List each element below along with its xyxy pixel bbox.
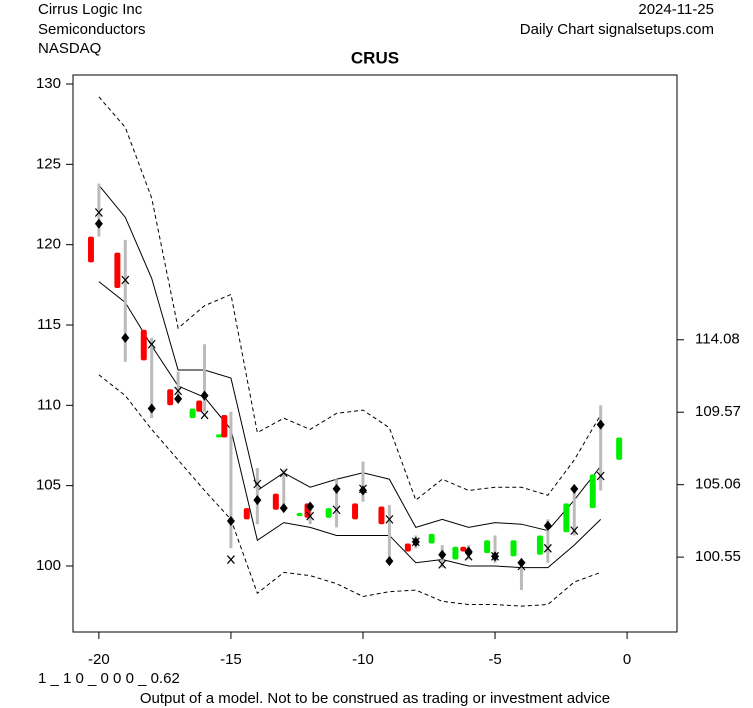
cross-marker [464, 551, 473, 561]
candle [484, 540, 491, 554]
candle [404, 543, 411, 552]
cross-marker [359, 484, 367, 494]
y-tick-label: 130 [36, 75, 61, 92]
cross-marker [306, 511, 315, 521]
cross-marker [147, 339, 156, 349]
y-tick-label: 100 [36, 557, 61, 574]
diamond-marker [174, 393, 183, 404]
model-code: 1 _ 1 0 _ 0 0 0 _ 0.62 [38, 670, 180, 687]
candle [221, 414, 228, 438]
candle [352, 503, 359, 520]
diamond-marker [438, 549, 447, 560]
cross-marker [200, 410, 209, 420]
candle [563, 503, 570, 533]
band-line [98, 374, 601, 607]
cross-marker [596, 471, 605, 481]
cross-marker [226, 555, 235, 564]
candle [616, 437, 623, 460]
y2-tick-label: 114.08 [695, 331, 740, 348]
candle [216, 434, 223, 438]
band-line [98, 96, 602, 501]
company: Cirrus Logic Inc [38, 1, 143, 18]
chart-title: CRUS [351, 48, 399, 67]
cross-marker [332, 505, 341, 515]
candle [536, 535, 543, 555]
diamond-marker [279, 503, 288, 514]
date: 2024-11-25 [638, 1, 714, 18]
diamond-marker [596, 419, 605, 430]
cross-marker [570, 526, 579, 536]
x-tick-label: -20 [88, 651, 110, 668]
candle [167, 389, 174, 406]
band-line [98, 184, 602, 532]
sector: Semiconductors [38, 21, 146, 38]
y-tick-label: 120 [36, 236, 61, 253]
y2-tick-label: 109.57 [695, 403, 741, 420]
cross-marker [385, 514, 394, 524]
y2-tick-label: 105.06 [695, 476, 741, 493]
diamond-marker [226, 515, 235, 526]
cross-marker [517, 561, 526, 571]
y-tick-label: 105 [36, 477, 61, 494]
cross-marker [94, 208, 103, 217]
diamond-marker [253, 495, 262, 506]
candle [296, 512, 303, 517]
diamond-marker [332, 483, 341, 494]
cross-marker [121, 275, 130, 285]
plot-frame [72, 74, 678, 633]
y-tick-label: 110 [37, 396, 61, 413]
candle [87, 236, 94, 263]
candle [196, 400, 203, 412]
candle [428, 533, 435, 544]
y-tick-label: 115 [37, 316, 61, 333]
candle [325, 508, 332, 518]
x-tick-label: 0 [623, 651, 631, 668]
candle [589, 474, 596, 509]
disclaimer: Output of a model. Not to be construed a… [140, 690, 610, 707]
exchange: NASDAQ [38, 40, 101, 57]
x-tick-label: -10 [352, 651, 374, 668]
candle [189, 408, 196, 419]
candle [378, 506, 385, 525]
candle [510, 540, 517, 557]
cross-marker [491, 551, 499, 561]
cross-marker [174, 386, 183, 396]
diamond-marker [121, 332, 130, 343]
diamond-marker [200, 390, 209, 401]
y2-tick-label: 100.55 [695, 548, 741, 565]
diamond-marker [570, 483, 579, 494]
diamond-marker [385, 556, 394, 567]
candle [114, 252, 121, 289]
diamond-marker [543, 520, 552, 531]
candle [243, 508, 250, 520]
candle [140, 329, 147, 361]
x-tick-label: -5 [488, 651, 501, 668]
candle [272, 493, 279, 510]
cross-marker [253, 479, 262, 489]
candle [452, 546, 459, 560]
cross-marker [438, 559, 447, 569]
diamond-marker [147, 403, 156, 414]
band-line [98, 281, 602, 569]
diamond-marker [358, 485, 367, 496]
cross-marker [543, 543, 552, 553]
x-tick-label: -15 [220, 651, 242, 668]
diamond-marker [517, 557, 526, 568]
y-tick-label: 125 [36, 155, 61, 172]
source: Daily Chart signalsetups.com [520, 21, 714, 38]
diamond-marker [94, 218, 103, 229]
cross-marker [279, 468, 288, 478]
diamond-marker [306, 501, 315, 512]
candle [460, 546, 467, 552]
cross-marker [411, 537, 420, 547]
